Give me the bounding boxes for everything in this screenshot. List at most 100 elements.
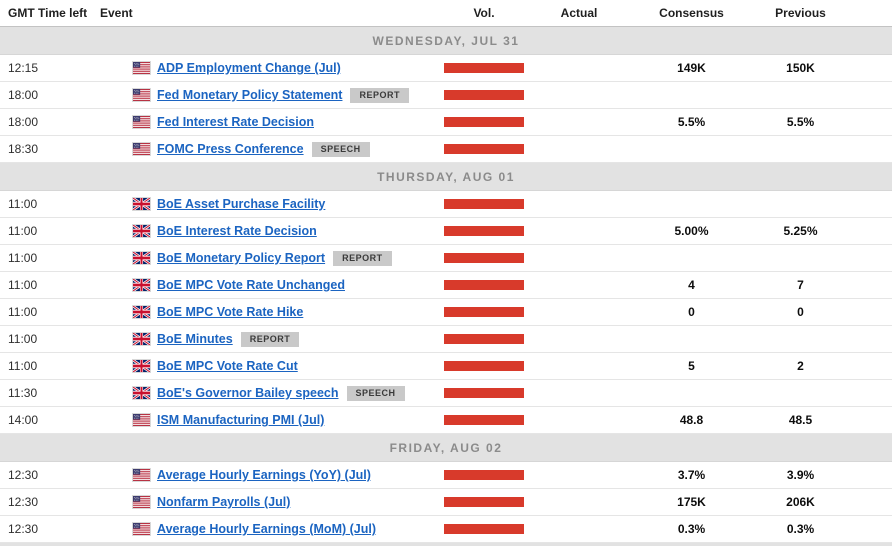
date-separator: FRIDAY, AUG 02 [0,434,892,462]
volatility-bar [444,388,524,398]
volatility-bar [444,199,524,209]
volatility-bar [444,524,524,534]
date-separator: THURSDAY, AUG 01 [0,163,892,191]
event-row: 12:30 Average Hourly Earnings (YoY) (Jul)… [0,462,892,489]
us-flag-icon [133,89,150,101]
event-type-badge: REPORT [333,250,392,266]
previous-value: 5.25% [783,224,818,238]
volatility-cell [440,117,528,127]
event-row: 14:00 ISM Manufacturing PMI (Jul) 48.8 48.5 [0,407,892,434]
gb-flag-icon [133,225,150,237]
volatility-cell [440,524,528,534]
event-link[interactable]: ADP Employment Change (Jul) [157,61,341,75]
event-link[interactable]: BoE's Governor Bailey speech [157,386,339,400]
event-time: 11:00 [8,332,38,346]
us-flag-icon [133,469,150,481]
event-link[interactable]: Nonfarm Payrolls (Jul) [157,495,291,509]
event-row: 11:00 BoE MPC Vote Rate Unchanged 4 7 [0,272,892,299]
calendar-header-row: GMT Time left Event Vol. Actual Consensu… [0,0,892,27]
volatility-bar [444,253,524,263]
volatility-bar [444,470,524,480]
column-header-consensus: Consensus [659,6,724,20]
event-link[interactable]: Fed Monetary Policy Statement [157,88,343,102]
column-header-time-left: Time left [38,6,88,20]
volatility-cell [440,388,528,398]
event-row: 12:30 Nonfarm Payrolls (Jul) 175K 206K [0,489,892,516]
us-flag-icon [133,143,150,155]
column-header-previous: Previous [775,6,826,20]
event-time: 18:00 [8,115,39,129]
event-row: 18:00 Fed Monetary Policy Statement REPORT [0,82,892,109]
event-link[interactable]: BoE Monetary Policy Report [157,251,326,265]
event-time: 11:00 [8,251,38,265]
event-time: 12:30 [8,495,39,509]
event-link[interactable]: BoE Asset Purchase Facility [157,197,326,211]
volatility-cell [440,280,528,290]
volatility-cell [440,415,528,425]
event-link[interactable]: Average Hourly Earnings (MoM) (Jul) [157,522,377,536]
event-link[interactable]: BoE MPC Vote Rate Cut [157,359,298,373]
volatility-bar [444,280,524,290]
event-row: 12:30 Average Hourly Earnings (MoM) (Jul)… [0,516,892,543]
us-flag-icon [133,116,150,128]
event-time: 18:00 [8,88,39,102]
volatility-bar [444,307,524,317]
consensus-value: 48.8 [679,413,704,427]
previous-value: 2 [797,359,804,373]
event-time: 12:30 [8,522,39,536]
event-row: 11:30 BoE's Governor Bailey speech SPEECH [0,380,892,407]
volatility-cell [440,497,528,507]
previous-value: 7 [797,278,804,292]
volatility-cell [440,90,528,100]
volatility-bar [444,361,524,371]
event-link[interactable]: BoE Minutes [157,332,233,346]
gb-flag-icon [133,279,150,291]
event-row: 11:00 BoE MPC Vote Rate Cut 5 2 [0,353,892,380]
previous-value: 5.5% [786,115,815,129]
volatility-cell [440,199,528,209]
event-time: 18:30 [8,142,39,156]
event-time: 12:30 [8,468,39,482]
event-row: 11:00 BoE Monetary Policy Report REPORT [0,245,892,272]
event-link[interactable]: BoE MPC Vote Rate Unchanged [157,278,345,292]
column-header-vol: Vol. [473,6,495,20]
event-row: 11:00 BoE Minutes REPORT [0,326,892,353]
event-row: 18:30 FOMC Press Conference SPEECH [0,136,892,163]
previous-value: 3.9% [786,468,815,482]
volatility-bar [444,334,524,344]
event-link[interactable]: ISM Manufacturing PMI (Jul) [157,413,325,427]
consensus-value: 0 [688,305,695,319]
previous-value: 206K [786,495,815,509]
event-link[interactable]: BoE MPC Vote Rate Hike [157,305,304,319]
event-type-badge: REPORT [350,87,409,103]
volatility-bar [444,226,524,236]
consensus-value: 175K [677,495,706,509]
event-type-badge: SPEECH [346,385,405,401]
event-row: 11:00 BoE MPC Vote Rate Hike 0 0 [0,299,892,326]
event-type-badge: REPORT [240,331,300,347]
volatility-cell [440,253,528,263]
volatility-bar [444,415,524,425]
event-time: 11:30 [8,386,38,400]
event-link[interactable]: Average Hourly Earnings (YoY) (Jul) [157,468,371,482]
consensus-value: 3.7% [677,468,706,482]
event-link[interactable]: Fed Interest Rate Decision [157,115,314,129]
consensus-value: 5.00% [674,224,709,238]
column-header-actual: Actual [560,6,598,20]
previous-value: 48.5 [788,413,813,427]
event-time: 11:00 [8,305,38,319]
event-time: 11:00 [8,197,38,211]
volatility-bar [444,63,524,73]
gb-flag-icon [133,306,150,318]
volatility-bar [444,117,524,127]
column-header-gmt: GMT [8,6,35,20]
us-flag-icon [133,62,150,74]
volatility-cell [440,361,528,371]
event-link[interactable]: FOMC Press Conference [157,142,304,156]
volatility-cell [440,226,528,236]
event-time: 12:15 [8,61,39,75]
event-link[interactable]: BoE Interest Rate Decision [157,224,317,238]
previous-value: 0.3% [786,522,815,536]
volatility-bar [444,90,524,100]
table-bottom-edge [0,543,892,546]
